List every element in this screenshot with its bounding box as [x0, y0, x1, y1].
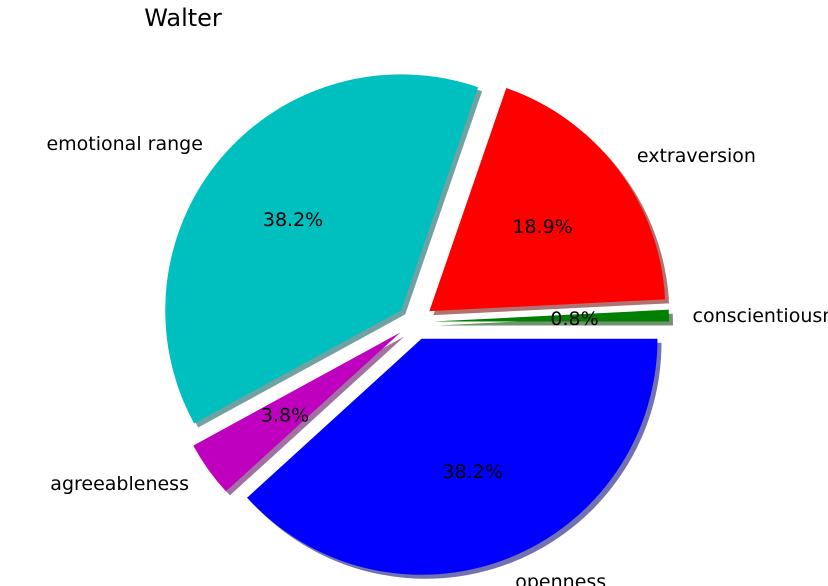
percent-label-extraversion: 18.9% [512, 216, 572, 238]
slice-label-agreeableness: agreeableness [50, 473, 189, 495]
slice-label-emotional-range: emotional range [46, 133, 202, 155]
slice-label-conscientiousness: conscientiousness [693, 305, 828, 327]
percent-label-agreeableness: 3.8% [261, 405, 309, 427]
slice-wedges [165, 74, 669, 575]
chart-title: Walter [144, 4, 222, 32]
percent-labels: 38.2% 3.8% 38.2% 18.9% 0.8% [261, 209, 599, 483]
percent-label-emotional-range: 38.2% [263, 209, 323, 231]
slice-conscientiousness [432, 309, 669, 322]
slice-extraversion [429, 88, 666, 312]
slice-openness [247, 338, 658, 575]
slice-emotional-range [165, 74, 479, 424]
slice-label-openness: openness [515, 571, 606, 586]
percent-label-openness: 38.2% [442, 461, 502, 483]
slice-labels: openness agreeableness emotional range extr… [46, 133, 828, 586]
slice-label-extraversion: extraversion [637, 145, 756, 167]
slice-agreeableness [193, 332, 401, 492]
percent-label-conscientiousness: 0.8% [550, 308, 598, 330]
